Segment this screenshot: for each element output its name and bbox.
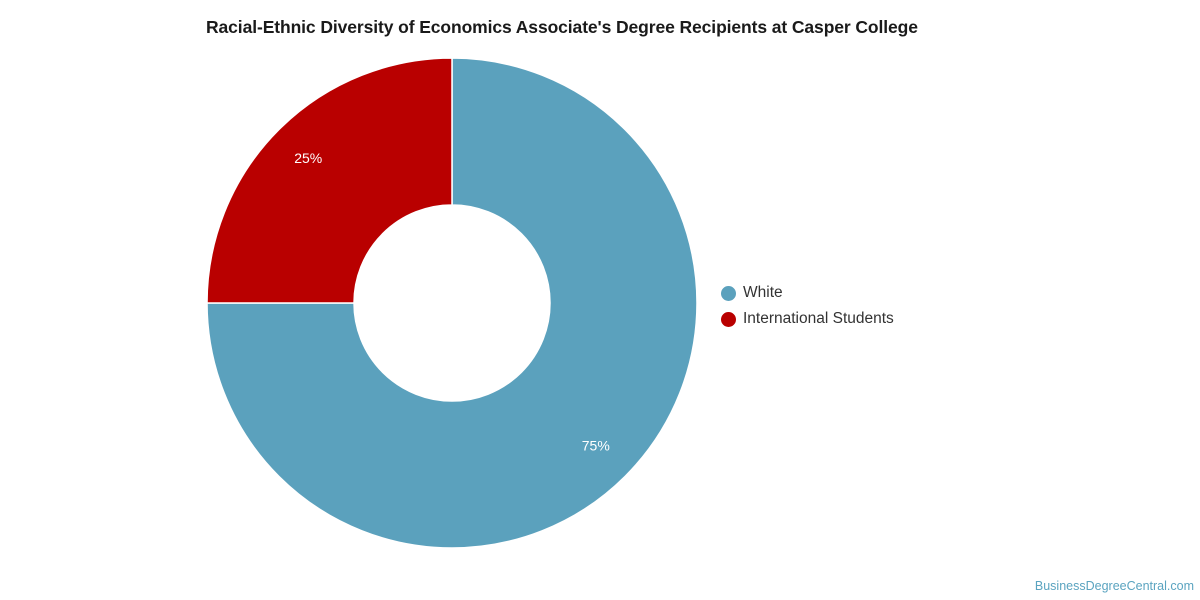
legend-item-white[interactable]: White (721, 280, 894, 306)
source-credit[interactable]: BusinessDegreeCentral.com (1034, 579, 1194, 593)
slice-label-white: 75% (582, 437, 610, 453)
slice-label-international-students: 25% (294, 150, 322, 166)
legend-label-international-students: International Students (743, 310, 894, 327)
legend-swatch-international-students (721, 311, 736, 327)
slice-international-students[interactable] (206, 57, 453, 304)
legend-item-international-students[interactable]: International Students (721, 306, 894, 332)
legend-label-white: White (743, 284, 783, 301)
chart-title: Racial-Ethnic Diversity of Economics Ass… (206, 17, 918, 37)
slice-white[interactable] (206, 57, 698, 549)
legend-swatch-white (721, 285, 736, 301)
legend: White International Students (721, 280, 894, 332)
